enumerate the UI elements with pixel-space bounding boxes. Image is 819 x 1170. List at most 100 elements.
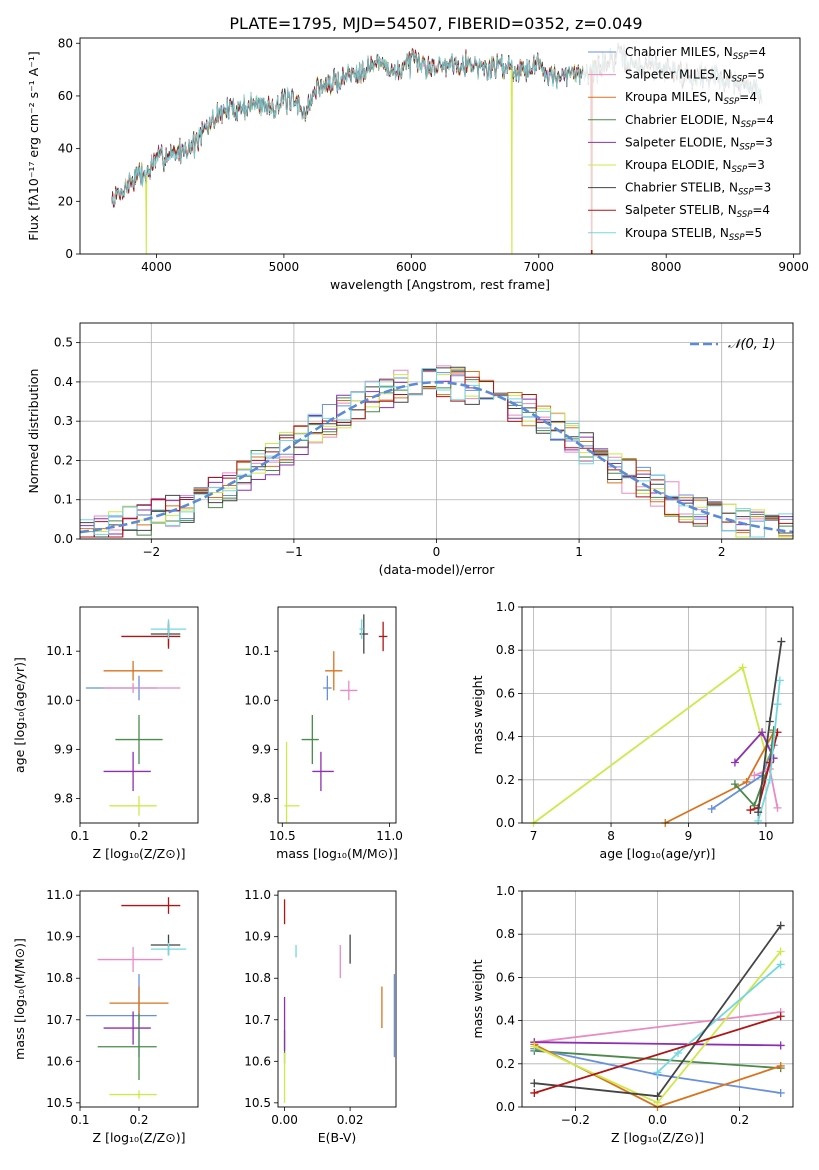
x-tick-label: 10 [758, 829, 773, 843]
x-tick-label: 8 [607, 829, 615, 843]
y-tick-label: 10.0 [244, 693, 271, 707]
weight-marker-chabrier_stelib [530, 1079, 539, 1088]
weight-marker-kroupa_elodie [776, 947, 785, 956]
x-tick-label: 2 [718, 545, 726, 559]
y-tick-label: 0.8 [496, 927, 515, 941]
age_vs_z-axes: 0.1 0.2 9.8 9.9 10.0 10.1 Z [log₁₀(Z/Z⊙)] age [… [12, 644, 185, 861]
y-tick-label: 0 [65, 247, 73, 261]
weight-marker-kroupa_stelib [754, 816, 763, 825]
figure-title: PLATE=1795, MJD=54507, FIBERID=0352, z=0… [229, 14, 642, 33]
age_vs_mass-axes: 10.5 11.0 9.8 9.9 10.0 10.1 mass [log₁₀(M/M⊙)] [244, 644, 403, 861]
y-tick-label: 0.2 [496, 773, 515, 787]
x-tick-label: 9 [685, 829, 693, 843]
y-axis-label: age [log₁₀(age/yr)] [12, 657, 27, 773]
residual-frame [79, 322, 794, 540]
y-tick-label: 20 [58, 194, 73, 208]
weight-line-chabrier_elodie [534, 1049, 781, 1069]
legend-entry-salpeter_miles: Salpeter MILES, NSSP=5 [625, 68, 765, 85]
x-tick-label: 1 [575, 545, 583, 559]
x-tick-label: 0.2 [129, 829, 148, 843]
x-tick-label: 0.2 [129, 1113, 148, 1127]
x-tick-label: 0.1 [70, 829, 89, 843]
x-tick-label: 0 [433, 545, 441, 559]
y-tick-label: 0.5 [54, 336, 73, 350]
x-axis-label: (data-model)/error [379, 562, 496, 577]
y-tick-label: 0.2 [54, 453, 73, 467]
y-tick-label: 9.8 [252, 791, 271, 805]
y-tick-label: 40 [58, 142, 73, 156]
weight-marker-chabrier_stelib [776, 921, 785, 930]
weight-marker-salpeter_elodie [776, 1041, 785, 1050]
y-tick-label: 10.6 [244, 1054, 271, 1068]
x-tick-label: 9000 [778, 260, 809, 274]
x-axis-label: Z [log₁₀(Z/Z⊙)] [93, 1130, 186, 1145]
y-tick-label: 0.1 [54, 493, 73, 507]
x-tick-label: 0.1 [70, 1113, 89, 1127]
weight-marker-chabrier_miles [776, 1088, 785, 1097]
y-tick-label: 60 [58, 89, 73, 103]
y-axis-label: mass [log₁₀(M/M⊙)] [12, 938, 27, 1060]
y-tick-label: 10.6 [46, 1054, 73, 1068]
y-tick-label: 0.4 [54, 375, 73, 389]
y-tick-label: 10.7 [244, 1013, 271, 1027]
weight-line-salpeter_miles [534, 1011, 781, 1044]
age_vs_z-frame [79, 606, 199, 824]
x-tick-label: 4000 [141, 260, 172, 274]
x-tick-label: −1 [285, 545, 303, 559]
legend-entry-kroupa_elodie: Kroupa ELODIE, NSSP=3 [625, 158, 765, 175]
legend-entry-kroupa_miles: Kroupa MILES, NSSP=4 [625, 90, 757, 107]
x-axis-label: age [log₁₀(age/yr)] [600, 846, 716, 861]
weight-marker-kroupa_elodie [530, 1042, 539, 1051]
x-tick-label: 10.5 [269, 829, 296, 843]
weight-marker-kroupa_stelib [765, 775, 774, 784]
age_vs_mass-frame [277, 606, 397, 824]
weight-marker-kroupa_elodie [738, 663, 747, 672]
y-tick-label: 10.8 [46, 971, 73, 985]
weight-marker-salpeter_miles [773, 803, 782, 812]
weight-marker-kroupa_stelib [775, 676, 784, 685]
weight-marker-salpeter_miles [750, 771, 759, 780]
weight-marker-chabrier_stelib [765, 717, 774, 726]
y-tick-label: 10.5 [244, 1096, 271, 1110]
mass_vs_z-points [85, 897, 187, 1099]
x-tick-label: 0.2 [730, 1113, 749, 1127]
mass_vs_ebv-frame [277, 890, 397, 1108]
y-tick-label: 0.0 [496, 816, 515, 830]
legend-box [583, 42, 797, 250]
histogram-kroupa_elodie [80, 368, 793, 538]
y-axis-label: Flux [fλ10⁻¹⁷ erg cm⁻² s⁻¹ A⁻¹] [26, 51, 41, 240]
weight-marker-kroupa_miles [776, 1061, 785, 1070]
weight-marker-chabrier_elodie [730, 780, 739, 789]
x-tick-label: 5000 [269, 260, 300, 274]
x-tick-label: 7000 [523, 260, 554, 274]
weight-marker-kroupa_stelib [776, 960, 785, 969]
y-tick-label: 1.0 [496, 884, 515, 898]
weight_vs_age-lines [529, 637, 786, 827]
mass_vs_z-frame [79, 890, 199, 1108]
y-tick-label: 0.4 [496, 1014, 515, 1028]
y-tick-label: 0.0 [54, 532, 73, 546]
x-tick-label: 11.0 [376, 829, 403, 843]
y-tick-label: 9.9 [252, 742, 271, 756]
x-tick-label: 0.0 [648, 1113, 667, 1127]
y-axis-label: mass weight [470, 959, 485, 1038]
weight-line-salpeter_elodie [534, 1041, 781, 1047]
x-tick-label: 8000 [651, 260, 682, 274]
weight_vs_z-lines [530, 921, 785, 1111]
weight-marker-chabrier_stelib [777, 637, 786, 646]
y-tick-label: 10.1 [244, 644, 271, 658]
normal-curve [80, 380, 793, 534]
legend-entry-chabrier_miles: Chabrier MILES, NSSP=4 [625, 45, 766, 62]
y-tick-label: 0.6 [496, 970, 515, 984]
legend-entry-salpeter_elodie: Salpeter ELODIE, NSSP=3 [625, 135, 773, 152]
y-tick-label: 10.8 [244, 971, 271, 985]
y-tick-label: 0.2 [496, 1057, 515, 1071]
spectrum-frame [79, 37, 801, 255]
y-tick-label: 0.3 [54, 414, 73, 428]
weight-marker-salpeter_stelib [530, 1088, 539, 1097]
weight-marker-kroupa_stelib [674, 1049, 683, 1057]
y-tick-label: 10.7 [46, 1013, 73, 1027]
weight-marker-salpeter_elodie [758, 728, 767, 737]
residual-hists [80, 365, 793, 538]
